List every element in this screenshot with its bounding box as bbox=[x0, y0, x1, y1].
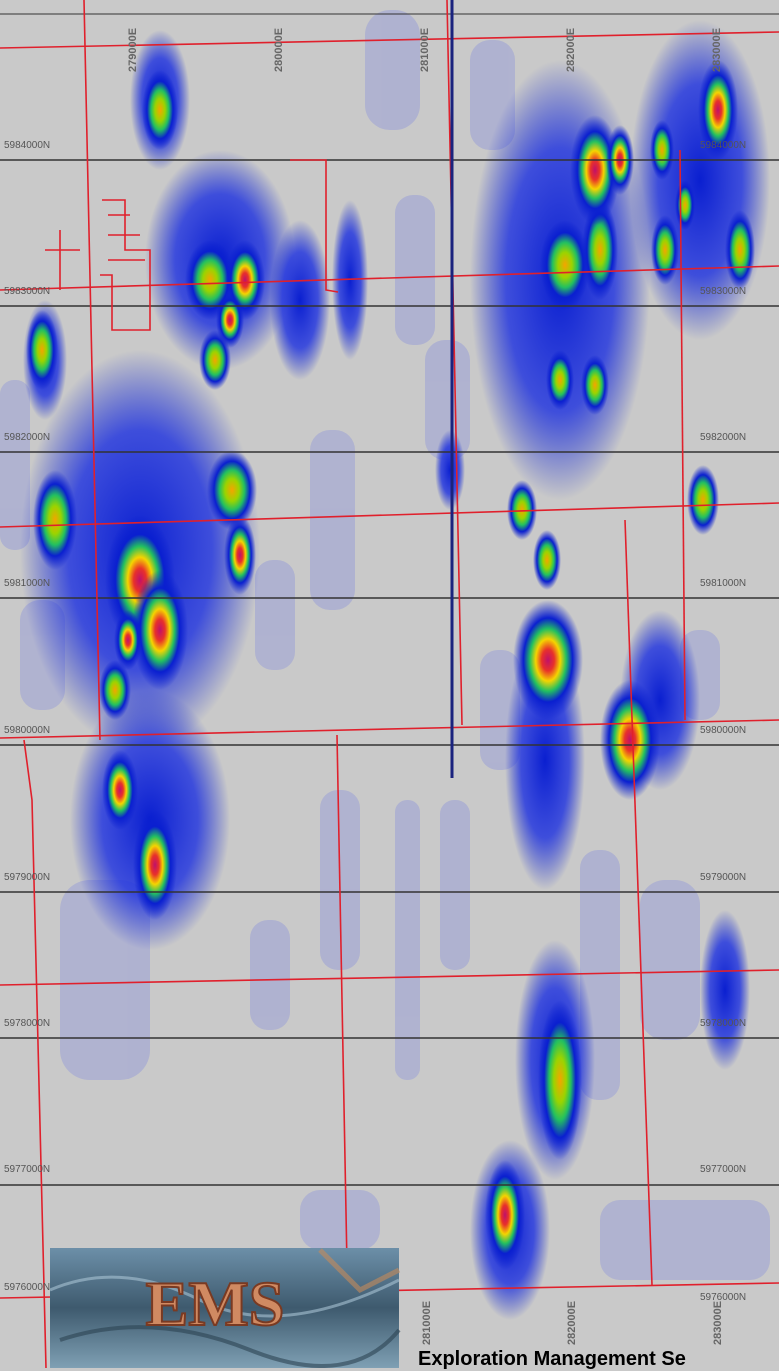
easting-label-bottom-283000E: 283000E bbox=[712, 1301, 724, 1345]
northing-label-left-5980000N: 5980000N bbox=[4, 725, 50, 736]
northing-label-right-5976000N: 5976000N bbox=[700, 1292, 746, 1303]
organization-caption: Exploration Management Se bbox=[418, 1348, 686, 1370]
easting-label-bottom-281000E: 281000E bbox=[421, 1301, 433, 1345]
northing-label-left-5976000N: 5976000N bbox=[4, 1282, 50, 1293]
northing-label-left-5984000N: 5984000N bbox=[4, 140, 50, 151]
ems-logo: EMS bbox=[49, 1248, 401, 1368]
elevated-anomalies bbox=[26, 70, 755, 1160]
northing-label-left-5983000N: 5983000N bbox=[4, 286, 50, 297]
easting-label-283000E: 283000E bbox=[711, 28, 723, 72]
northing-label-left-5981000N: 5981000N bbox=[4, 578, 50, 589]
northing-label-right-5983000N: 5983000N bbox=[700, 286, 746, 297]
northing-labels-left: 5984000N 5983000N 5982000N 5981000N 5980… bbox=[4, 140, 50, 1293]
northing-label-right-5979000N: 5979000N bbox=[700, 872, 746, 883]
northing-label-right-5984000N: 5984000N bbox=[700, 140, 746, 151]
northing-labels-right: 5984000N 5983000N 5982000N 5981000N 5980… bbox=[700, 140, 746, 1303]
northing-label-left-5979000N: 5979000N bbox=[4, 872, 50, 883]
easting-labels: 279000E 280000E 281000E 282000E 283000E … bbox=[127, 28, 724, 1345]
northing-label-left-5978000N: 5978000N bbox=[4, 1018, 50, 1029]
northing-label-right-5981000N: 5981000N bbox=[700, 578, 746, 589]
northing-label-right-5980000N: 5980000N bbox=[700, 725, 746, 736]
easting-label-280000E: 280000E bbox=[273, 28, 285, 72]
easting-label-279000E: 279000E bbox=[127, 28, 139, 72]
northing-label-right-5977000N: 5977000N bbox=[700, 1164, 746, 1175]
easting-label-281000E: 281000E bbox=[419, 28, 431, 72]
ems-logo-text: EMS bbox=[146, 1268, 285, 1339]
easting-label-bottom-282000E: 282000E bbox=[566, 1301, 578, 1345]
easting-label-282000E: 282000E bbox=[565, 28, 577, 72]
northing-label-left-5982000N: 5982000N bbox=[4, 432, 50, 443]
northing-label-right-5982000N: 5982000N bbox=[700, 432, 746, 443]
northing-label-left-5977000N: 5977000N bbox=[4, 1164, 50, 1175]
northing-label-right-5978000N: 5978000N bbox=[700, 1018, 746, 1029]
